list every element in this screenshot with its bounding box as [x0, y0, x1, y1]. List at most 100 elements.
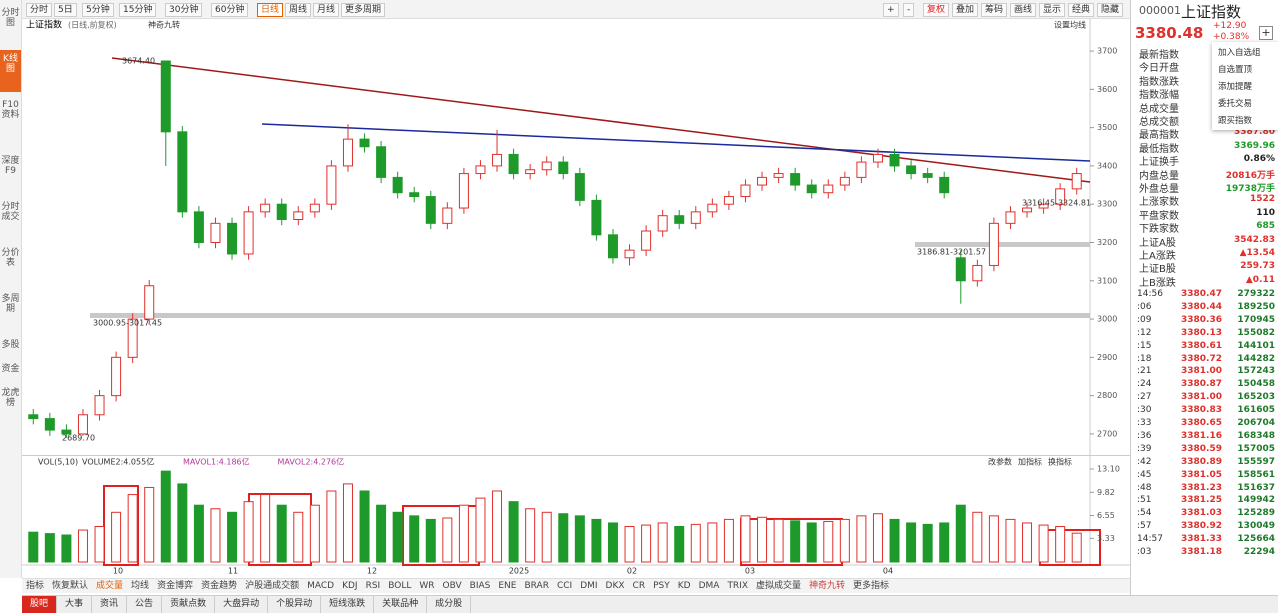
- volume-action[interactable]: 换指标: [1048, 457, 1072, 467]
- bottom-tab[interactable]: 短线涨跌: [321, 596, 375, 613]
- menu-item[interactable]: 添加提醒: [1218, 82, 1253, 92]
- side-tab[interactable]: 多股: [1, 340, 20, 350]
- y-tick-label: 2800: [1097, 391, 1117, 400]
- tool-button[interactable]: -: [903, 3, 915, 17]
- tool-button[interactable]: 隐藏: [1097, 3, 1124, 17]
- side-tab[interactable]: F10资料: [1, 100, 20, 120]
- side-tab[interactable]: 资金: [1, 364, 20, 374]
- bottom-tab[interactable]: 股吧: [22, 596, 58, 613]
- period-tab[interactable]: 分时: [26, 3, 53, 17]
- volume-bar: [806, 522, 817, 563]
- side-tab[interactable]: 深度F9: [1, 156, 20, 176]
- bottom-tab[interactable]: 大盘异动: [215, 596, 269, 613]
- trade-volume: 151637: [1237, 482, 1275, 493]
- period-tab[interactable]: 15分钟: [119, 3, 157, 17]
- trade-time: :18: [1137, 353, 1152, 364]
- volume-action[interactable]: 改参数: [988, 457, 1012, 467]
- period-tab[interactable]: 60分钟: [211, 3, 249, 17]
- tool-button[interactable]: 经典: [1068, 3, 1095, 17]
- candle-body: [674, 215, 685, 224]
- volume-action[interactable]: 加指标: [1018, 457, 1042, 467]
- indicator-tab[interactable]: 均线: [131, 581, 150, 591]
- trade-volume: 157243: [1237, 366, 1275, 377]
- indicator-tab[interactable]: TRIX: [727, 581, 749, 591]
- candle-body: [127, 318, 138, 358]
- period-tab[interactable]: 月线: [313, 3, 340, 17]
- candle-body: [839, 176, 850, 186]
- menu-item[interactable]: 加入自选组: [1218, 48, 1261, 58]
- bottom-tab[interactable]: 大事: [57, 596, 93, 613]
- trade-time: :27: [1137, 392, 1152, 403]
- period-tab[interactable]: 30分钟: [165, 3, 203, 17]
- indicator-tab[interactable]: WR: [419, 581, 435, 591]
- indicator-tab[interactable]: 资金趋势: [201, 581, 238, 591]
- candle-body: [326, 165, 337, 205]
- menu-item[interactable]: 跟买指数: [1218, 116, 1253, 126]
- indicator-tab[interactable]: MACD: [307, 581, 335, 591]
- indicator-tab[interactable]: DKX: [605, 581, 625, 591]
- tool-button[interactable]: 筹码: [981, 3, 1008, 17]
- trade-price: 3381.00: [1181, 366, 1222, 377]
- trade-price: 3380.44: [1181, 301, 1222, 312]
- volume-bar: [922, 523, 933, 563]
- bottom-tab[interactable]: 资讯: [92, 596, 128, 613]
- tool-button[interactable]: 显示: [1039, 3, 1066, 17]
- candle-body: [757, 176, 768, 186]
- setting-link[interactable]: 设置均线: [1054, 20, 1086, 30]
- indicator-tab[interactable]: 更多指标: [853, 581, 890, 591]
- indicator-tab[interactable]: CR: [632, 581, 646, 591]
- tool-button[interactable]: 复权: [923, 3, 950, 17]
- indicator-tab[interactable]: BIAS: [469, 581, 491, 591]
- indicator-tab[interactable]: OBV: [442, 581, 462, 591]
- menu-item[interactable]: 委托交易: [1218, 99, 1253, 109]
- side-tab[interactable]: 分时图: [1, 8, 20, 28]
- side-tab[interactable]: 分价表: [1, 248, 20, 268]
- indicator-tab[interactable]: KD: [677, 581, 691, 591]
- indicator-tab[interactable]: 成交量: [96, 581, 124, 591]
- trade-price: 3381.23: [1181, 482, 1222, 493]
- indicator-tab[interactable]: 神奇九转: [809, 581, 846, 591]
- bottom-tab[interactable]: 关联品种: [374, 596, 428, 613]
- tool-button[interactable]: +: [883, 3, 899, 17]
- quote-label: 上B涨跌: [1139, 277, 1176, 289]
- bottom-tab[interactable]: 成分股: [427, 596, 472, 613]
- bottom-tab[interactable]: 贡献点数: [162, 596, 216, 613]
- period-tab[interactable]: 日线: [257, 3, 284, 17]
- indicator-tab[interactable]: KDJ: [342, 581, 358, 591]
- bottom-tab[interactable]: 个股异动: [268, 596, 322, 613]
- period-tab[interactable]: 5日: [54, 3, 77, 17]
- trade-volume: 155082: [1237, 327, 1275, 338]
- side-tab[interactable]: 分时成交: [1, 202, 20, 222]
- quote-label: 上涨家数: [1139, 197, 1179, 209]
- period-tab[interactable]: 更多周期: [341, 3, 386, 17]
- trade-volume: 150458: [1237, 379, 1275, 390]
- add-button[interactable]: +: [1259, 26, 1273, 40]
- indicator-tab[interactable]: PSY: [653, 581, 670, 591]
- candle-body: [475, 165, 486, 175]
- indicator-tab[interactable]: 恢复默认: [52, 581, 89, 591]
- indicator-tab[interactable]: 资金博弈: [157, 581, 194, 591]
- highlight-box: [103, 485, 139, 566]
- period-tab[interactable]: 周线: [285, 3, 312, 17]
- volume-field: VOLUME2:4.055亿: [82, 457, 154, 467]
- indicator-tab[interactable]: ENE: [498, 581, 517, 591]
- indicator-tab[interactable]: 虚拟成交量: [756, 581, 802, 591]
- indicator-tab[interactable]: RSI: [365, 581, 381, 591]
- indicator-tab[interactable]: 指标: [26, 581, 45, 591]
- indicator-tab[interactable]: DMA: [698, 581, 720, 591]
- indicator-tab[interactable]: CCI: [556, 581, 573, 591]
- indicator-tab[interactable]: BRAR: [524, 581, 549, 591]
- candle-body: [988, 222, 999, 266]
- quote-label: 指数涨幅: [1139, 90, 1179, 102]
- tool-button[interactable]: 画线: [1010, 3, 1037, 17]
- tool-button[interactable]: 叠加: [952, 3, 979, 17]
- indicator-tab[interactable]: BOLL: [388, 581, 412, 591]
- menu-item[interactable]: 自选置顶: [1218, 65, 1253, 75]
- side-tab[interactable]: K线图: [0, 50, 21, 92]
- period-tab[interactable]: 5分钟: [82, 3, 114, 17]
- side-tab[interactable]: 多周期: [1, 294, 20, 314]
- side-tab[interactable]: 龙虎榜: [1, 388, 20, 408]
- indicator-tab[interactable]: 沪股通成交额: [245, 581, 300, 591]
- bottom-tab[interactable]: 公告: [127, 596, 163, 613]
- indicator-tab[interactable]: DMI: [580, 581, 598, 591]
